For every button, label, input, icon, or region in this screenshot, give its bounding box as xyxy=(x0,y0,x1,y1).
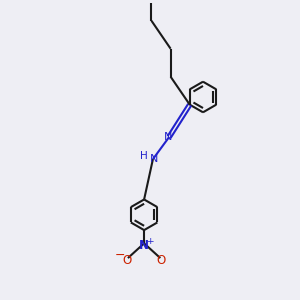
Text: −: − xyxy=(114,249,125,262)
Text: O: O xyxy=(157,254,166,267)
Text: N: N xyxy=(150,154,158,164)
Text: N: N xyxy=(164,132,172,142)
Text: H: H xyxy=(140,151,147,160)
Text: +: + xyxy=(146,237,153,246)
Text: N: N xyxy=(139,239,149,252)
Text: O: O xyxy=(122,254,131,267)
